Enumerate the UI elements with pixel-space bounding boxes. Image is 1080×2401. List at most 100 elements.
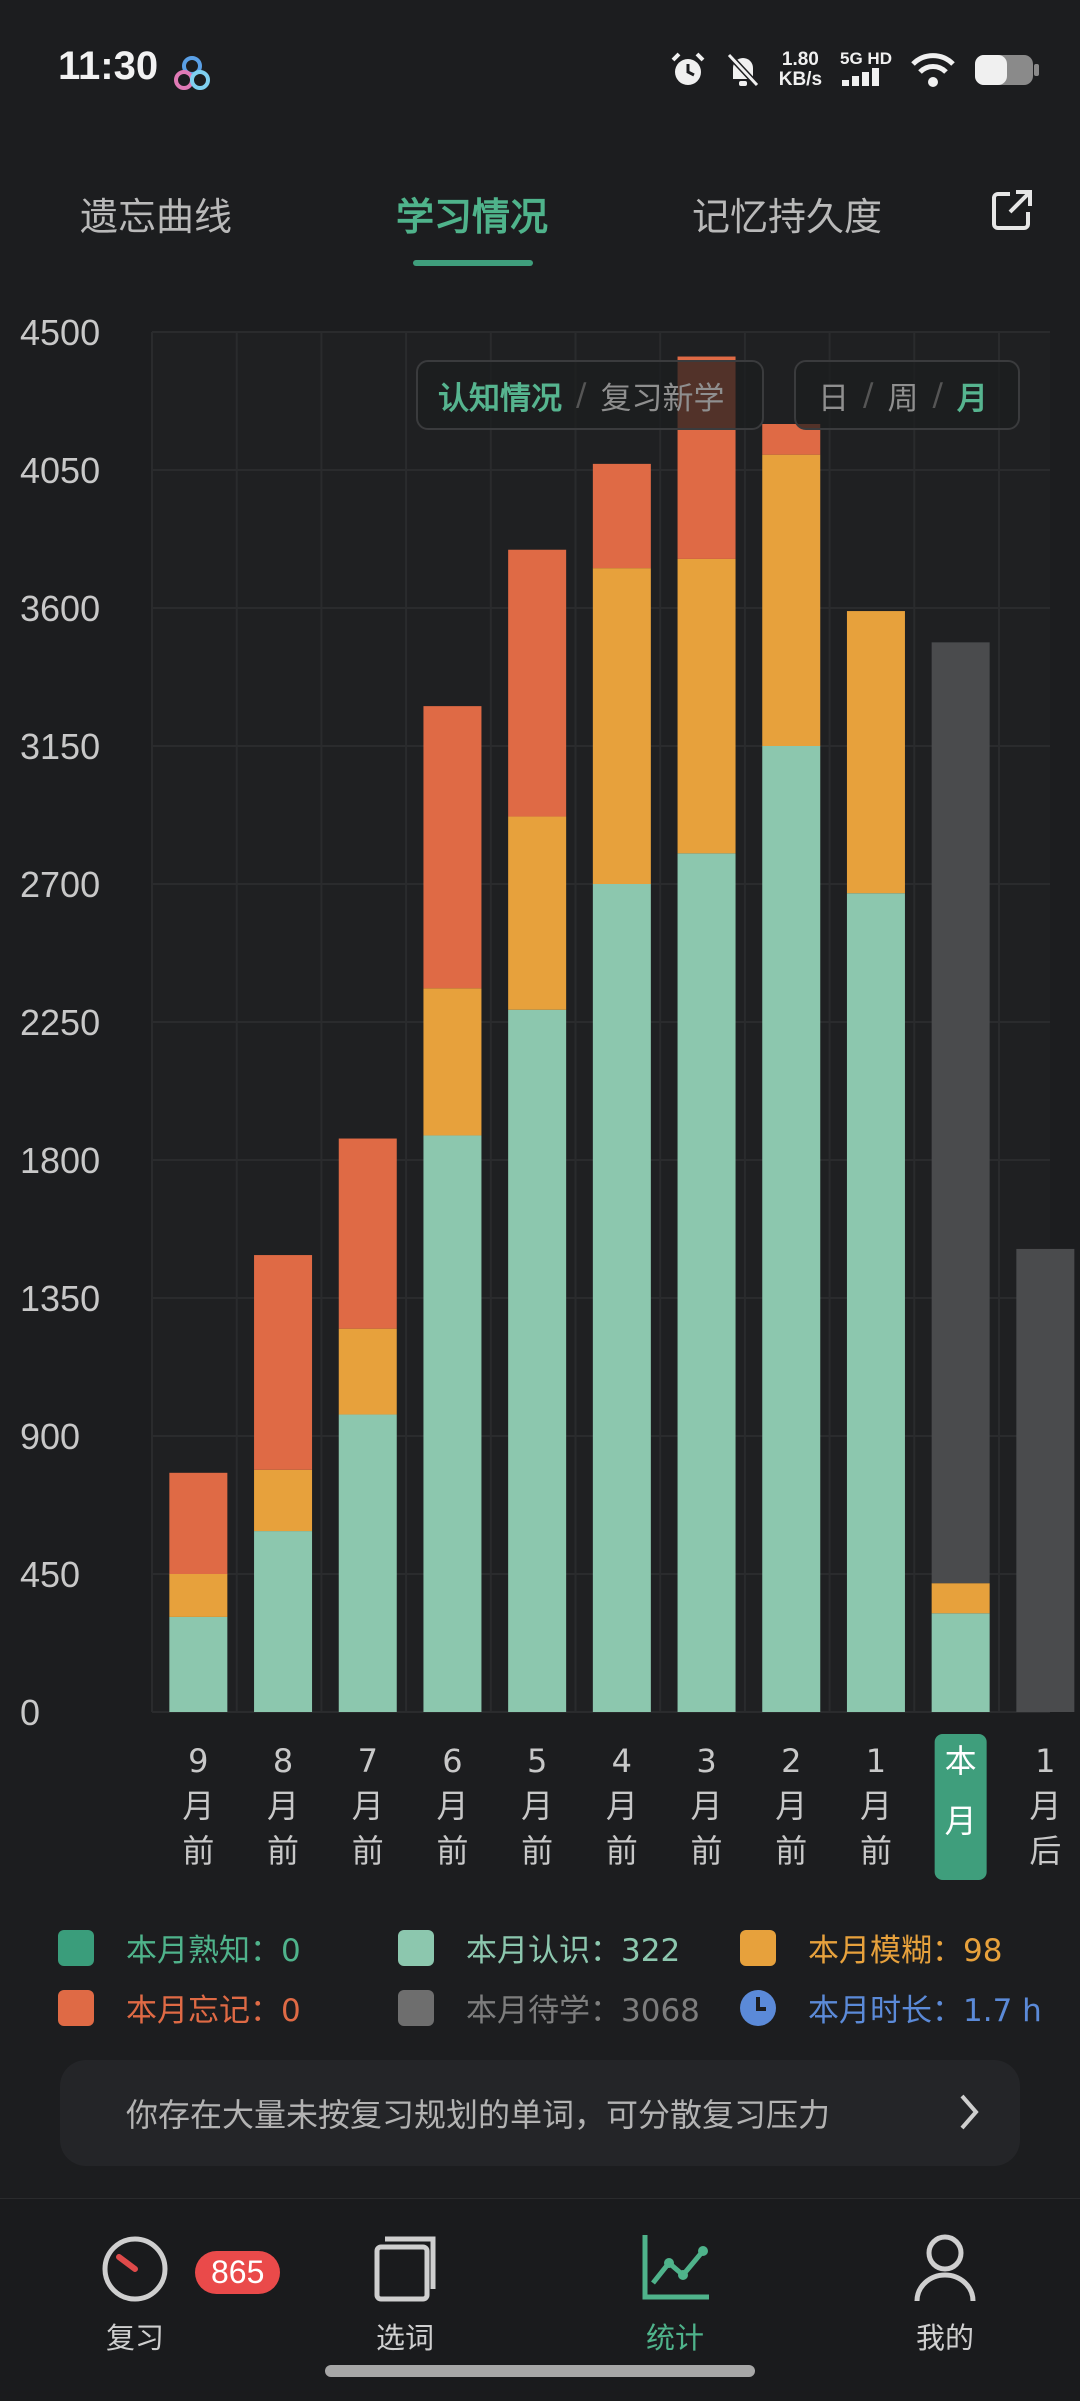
mode-toggle: 认知情况 / 复习新学 <box>416 360 764 430</box>
speedometer-icon <box>102 2236 168 2302</box>
bar-segment <box>762 454 821 746</box>
x-tick-label: 前 <box>267 1832 299 1870</box>
tab-forgetting-curve[interactable]: 遗忘曲线 <box>80 195 233 239</box>
network-speed-unit: KB/s <box>778 69 823 90</box>
current-month-highlight <box>934 1734 987 1880</box>
x-tick-label: 8 <box>273 1742 293 1780</box>
y-tick-label: 3600 <box>20 588 100 629</box>
legend-label: 本月模糊：98 <box>808 1933 1003 1969</box>
tab-study-status[interactable]: 学习情况 <box>396 195 549 239</box>
bar-segment <box>592 568 651 884</box>
bar-segment <box>846 893 905 1712</box>
x-tick-label: 6 <box>442 1742 462 1780</box>
y-tick-label: 900 <box>20 1416 80 1457</box>
wifi-icon <box>911 53 955 87</box>
legend-pending: 本月待学：3068 <box>398 1985 700 2030</box>
nav-label: 选词 <box>375 2321 434 2355</box>
x-tick-label: 前 <box>352 1832 384 1870</box>
x-tick-label: 9 <box>188 1742 208 1780</box>
x-tick-label: 后 <box>1029 1832 1061 1870</box>
bar-segment <box>508 816 567 1010</box>
mute-bell-icon <box>726 52 759 88</box>
home-indicator[interactable] <box>325 2365 755 2377</box>
legend-swatch <box>58 1989 94 2026</box>
bar-segment <box>1016 1248 1075 1712</box>
cards-icon <box>374 2236 436 2302</box>
x-tick-label: 3 <box>696 1742 716 1780</box>
toggle-week[interactable]: 周 <box>887 380 919 417</box>
bar-segment <box>169 1472 228 1574</box>
battery-icon <box>975 55 1039 85</box>
legend-label: 本月熟知：0 <box>126 1933 301 1969</box>
x-tick-label: 本 <box>945 1742 977 1780</box>
bar-segment <box>254 1255 313 1470</box>
x-tick-label: 月 <box>1029 1787 1061 1825</box>
x-tick-label: 前 <box>606 1832 638 1870</box>
signal-group: 5G HD <box>840 50 892 90</box>
x-tick-label: 月 <box>436 1787 468 1825</box>
bar-segment <box>592 463 651 569</box>
status-bar: 11:30 1.80 KB/s 5G HD <box>0 0 1080 140</box>
chart-icon <box>642 2235 709 2300</box>
nav-label: 复习 <box>105 2321 164 2355</box>
y-tick-label: 2250 <box>20 1002 100 1043</box>
bar-segment <box>508 1009 567 1712</box>
bar-segment <box>169 1616 228 1712</box>
legend-swatch <box>58 1929 94 1966</box>
bar-segment <box>846 611 905 894</box>
x-tick-label: 前 <box>521 1832 553 1870</box>
nav-select-words[interactable]: 选词 <box>325 2229 485 2357</box>
app-notification-icon <box>174 56 210 90</box>
legend-known: 本月认识：322 <box>398 1925 680 1970</box>
top-tabs: 遗忘曲线 学习情况 记忆持久度 <box>0 170 1080 280</box>
toggle-separator: / <box>863 377 874 413</box>
bar-segment <box>338 1414 397 1712</box>
x-tick-label: 1 <box>866 1742 886 1780</box>
x-tick-label: 月 <box>352 1787 384 1825</box>
x-tick-label: 前 <box>182 1832 214 1870</box>
toggle-day[interactable]: 日 <box>818 380 849 417</box>
bar-segment <box>931 1613 990 1712</box>
tab-memory-durability[interactable]: 记忆持久度 <box>692 195 883 239</box>
bar-segment <box>423 988 482 1136</box>
nav-review[interactable]: 复习 865 <box>55 2229 281 2357</box>
bar-segment <box>338 1328 397 1415</box>
x-tick-label: 月 <box>267 1787 299 1825</box>
x-tick-label: 前 <box>860 1832 892 1870</box>
bar-segment <box>677 558 736 854</box>
x-tick-label: 月 <box>606 1787 638 1825</box>
x-tick-label: 月 <box>521 1787 553 1825</box>
y-tick-label: 1350 <box>20 1278 100 1319</box>
nav-profile[interactable]: 我的 <box>865 2229 1025 2357</box>
bar-segment <box>762 746 821 1712</box>
bar-segment <box>423 1135 482 1712</box>
toggle-month[interactable]: 月 <box>956 380 988 417</box>
bar-segment <box>931 642 990 1584</box>
status-time: 11:30 <box>58 44 159 88</box>
toggle-review-new[interactable]: 复习新学 <box>600 380 725 417</box>
bar-segment <box>169 1574 228 1617</box>
legend-swatch <box>398 1929 434 1966</box>
study-chart: 0 450 900 1350 1800 2250 2700 3150 3600 4050 4500 9… <box>20 312 1075 1880</box>
y-tick-label: 450 <box>20 1554 80 1595</box>
bar-segment <box>254 1469 313 1532</box>
clock-icon <box>740 1989 776 2026</box>
x-tick-label: 月 <box>691 1787 723 1825</box>
share-icon[interactable] <box>990 188 1034 232</box>
nav-statistics[interactable]: 统计 <box>595 2229 755 2357</box>
chevron-right-icon <box>960 2094 979 2130</box>
y-tick-label: 1800 <box>20 1140 100 1181</box>
network-speed-value: 1.80 <box>781 49 819 70</box>
legend-label: 本月待学：3068 <box>466 1993 700 2029</box>
x-tick-label: 月 <box>182 1787 214 1825</box>
y-tick-label: 4050 <box>20 450 100 491</box>
toggle-cognition[interactable]: 认知情况 <box>438 380 562 417</box>
nav-label: 统计 <box>645 2321 704 2355</box>
bar-segment <box>931 1583 990 1614</box>
legend-fuzzy: 本月模糊：98 <box>740 1925 1002 1970</box>
legend-mastered: 本月熟知：0 <box>58 1925 301 1970</box>
bar-segment <box>677 853 736 1712</box>
nav-label: 我的 <box>915 2321 974 2355</box>
bar-segment <box>508 549 567 817</box>
review-tip-banner[interactable]: 你存在大量未按复习规划的单词，可分散复习压力 <box>60 2060 1020 2166</box>
